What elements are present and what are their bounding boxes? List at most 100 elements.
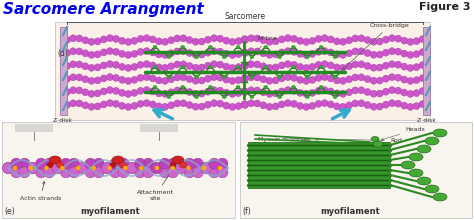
Circle shape bbox=[413, 77, 420, 84]
Circle shape bbox=[235, 38, 242, 45]
Circle shape bbox=[217, 100, 224, 107]
Circle shape bbox=[229, 77, 236, 84]
Circle shape bbox=[100, 49, 107, 56]
Circle shape bbox=[93, 158, 104, 169]
Circle shape bbox=[217, 61, 224, 68]
Ellipse shape bbox=[194, 55, 199, 59]
Circle shape bbox=[101, 163, 112, 174]
Text: Cross-bridge: Cross-bridge bbox=[343, 23, 410, 70]
Circle shape bbox=[358, 35, 365, 42]
Circle shape bbox=[327, 75, 334, 82]
Circle shape bbox=[333, 51, 340, 58]
Circle shape bbox=[419, 62, 426, 69]
Circle shape bbox=[346, 63, 353, 70]
Circle shape bbox=[358, 87, 365, 94]
Circle shape bbox=[52, 163, 63, 174]
Circle shape bbox=[2, 163, 13, 174]
Circle shape bbox=[70, 35, 77, 42]
Circle shape bbox=[125, 64, 132, 72]
Circle shape bbox=[100, 88, 107, 95]
Circle shape bbox=[297, 76, 304, 83]
Circle shape bbox=[100, 101, 107, 108]
Circle shape bbox=[203, 167, 206, 169]
Circle shape bbox=[85, 167, 96, 178]
Circle shape bbox=[112, 87, 119, 94]
Circle shape bbox=[352, 100, 359, 107]
Circle shape bbox=[77, 167, 80, 169]
Ellipse shape bbox=[250, 95, 254, 99]
Circle shape bbox=[241, 49, 248, 56]
Circle shape bbox=[82, 63, 89, 70]
Circle shape bbox=[254, 35, 261, 42]
Circle shape bbox=[229, 64, 236, 72]
Circle shape bbox=[61, 167, 64, 169]
Circle shape bbox=[192, 51, 199, 58]
Circle shape bbox=[137, 87, 144, 94]
Circle shape bbox=[124, 167, 127, 169]
Circle shape bbox=[241, 101, 248, 108]
Circle shape bbox=[346, 50, 353, 57]
Circle shape bbox=[112, 35, 119, 42]
Circle shape bbox=[137, 48, 144, 55]
Circle shape bbox=[151, 163, 162, 174]
Circle shape bbox=[395, 87, 401, 94]
Circle shape bbox=[94, 77, 101, 84]
Circle shape bbox=[70, 48, 77, 55]
Circle shape bbox=[70, 87, 77, 94]
Circle shape bbox=[352, 48, 359, 55]
Circle shape bbox=[88, 90, 95, 97]
Circle shape bbox=[413, 64, 420, 71]
Circle shape bbox=[88, 103, 95, 110]
Circle shape bbox=[36, 158, 46, 169]
Circle shape bbox=[149, 49, 156, 56]
Circle shape bbox=[272, 77, 279, 84]
Circle shape bbox=[125, 38, 132, 45]
Ellipse shape bbox=[194, 75, 199, 79]
Circle shape bbox=[401, 50, 408, 57]
Circle shape bbox=[82, 89, 89, 96]
Circle shape bbox=[52, 163, 63, 174]
Circle shape bbox=[155, 77, 163, 84]
Ellipse shape bbox=[319, 66, 323, 68]
Circle shape bbox=[174, 87, 181, 94]
Circle shape bbox=[364, 75, 371, 82]
Circle shape bbox=[64, 75, 71, 82]
Circle shape bbox=[60, 158, 71, 169]
Circle shape bbox=[247, 100, 255, 107]
Ellipse shape bbox=[236, 46, 240, 48]
Text: Heads: Heads bbox=[381, 127, 425, 140]
Circle shape bbox=[204, 62, 211, 69]
Circle shape bbox=[100, 36, 107, 43]
Circle shape bbox=[291, 74, 298, 81]
Circle shape bbox=[76, 87, 83, 94]
Ellipse shape bbox=[167, 55, 171, 59]
Circle shape bbox=[321, 100, 328, 107]
Circle shape bbox=[155, 38, 163, 45]
Ellipse shape bbox=[425, 137, 439, 145]
Bar bbox=[15, 124, 53, 132]
Circle shape bbox=[93, 167, 104, 178]
Circle shape bbox=[184, 167, 195, 178]
Circle shape bbox=[106, 74, 113, 81]
Circle shape bbox=[198, 38, 205, 45]
Circle shape bbox=[198, 64, 205, 71]
Circle shape bbox=[217, 158, 228, 169]
Circle shape bbox=[143, 74, 150, 81]
Circle shape bbox=[162, 90, 168, 97]
Circle shape bbox=[358, 100, 365, 107]
Circle shape bbox=[64, 50, 71, 57]
Circle shape bbox=[389, 74, 395, 81]
Circle shape bbox=[100, 75, 107, 82]
Circle shape bbox=[339, 77, 346, 84]
Circle shape bbox=[413, 38, 420, 45]
Circle shape bbox=[364, 62, 371, 70]
Circle shape bbox=[118, 37, 126, 44]
Circle shape bbox=[92, 167, 95, 169]
Ellipse shape bbox=[417, 177, 431, 185]
Circle shape bbox=[352, 61, 359, 68]
Circle shape bbox=[186, 37, 193, 44]
Circle shape bbox=[266, 51, 273, 58]
Circle shape bbox=[149, 88, 156, 95]
Ellipse shape bbox=[250, 75, 254, 79]
Circle shape bbox=[223, 63, 230, 70]
